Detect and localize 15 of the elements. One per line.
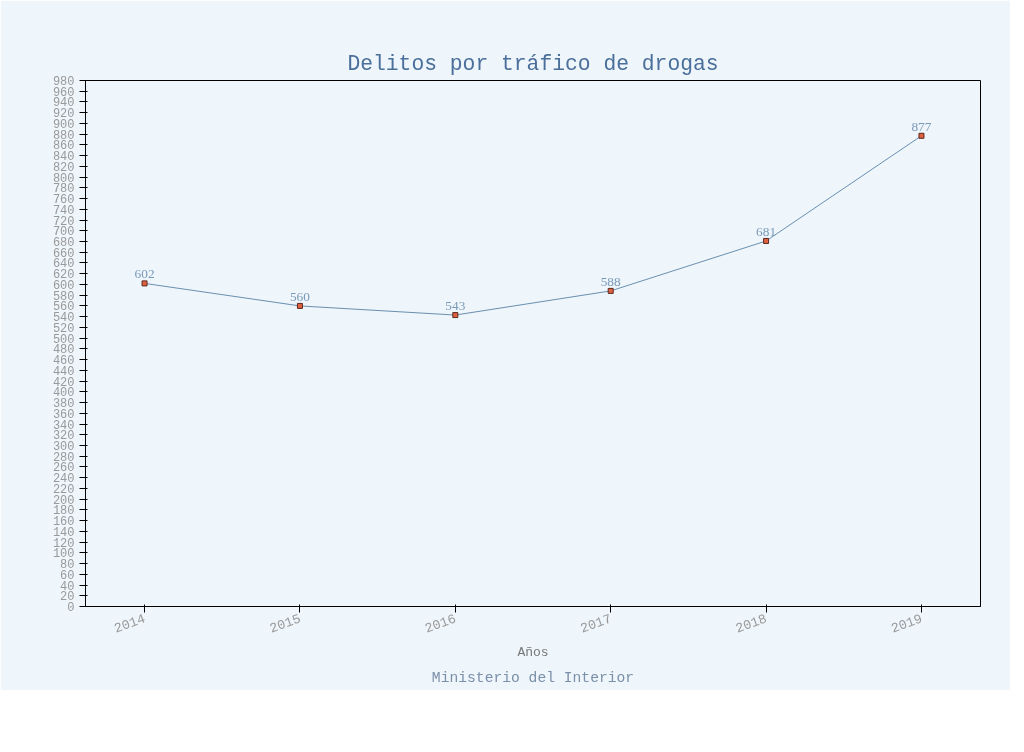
data-label: 588	[600, 273, 622, 289]
chart-title: Delitos por tráfico de drogas	[347, 51, 719, 76]
x-tick-label: 2019	[889, 611, 925, 637]
data-label: 602	[134, 266, 155, 282]
data-label: 681	[756, 223, 777, 239]
data-label: 543	[445, 298, 466, 314]
x-tick-label: 2016	[423, 611, 459, 637]
x-tick-label: 2015	[267, 611, 303, 637]
data-label: 560	[289, 288, 311, 304]
text: Ministerio del Interior	[431, 669, 635, 686]
x-tick-label: 2017	[578, 611, 614, 637]
x-tick-label: 2014	[112, 611, 148, 637]
x-tick-label: 2018	[733, 611, 769, 637]
data-label: 877	[911, 118, 932, 134]
x-axis-title: Años	[517, 644, 549, 660]
